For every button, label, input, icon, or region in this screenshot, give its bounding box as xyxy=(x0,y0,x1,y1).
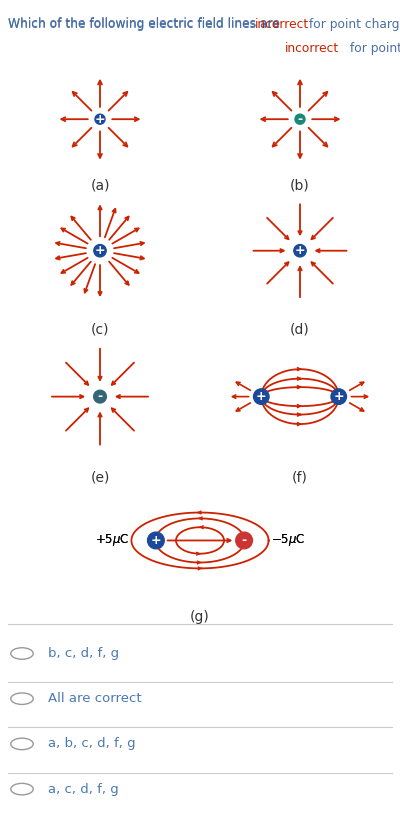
Text: a, b, c, d, f, g: a, b, c, d, f, g xyxy=(48,737,136,750)
Text: +: + xyxy=(256,390,266,403)
Text: (a): (a) xyxy=(90,178,110,192)
Circle shape xyxy=(295,114,305,124)
Text: (f): (f) xyxy=(292,470,308,484)
Circle shape xyxy=(148,532,164,549)
Text: All are correct: All are correct xyxy=(48,692,142,705)
Text: -: - xyxy=(298,113,302,126)
Text: for point charges?: for point charges? xyxy=(305,18,400,31)
Circle shape xyxy=(95,114,105,124)
Text: $-$5$\mu$C: $-$5$\mu$C xyxy=(271,533,306,548)
Text: +: + xyxy=(95,113,105,126)
Text: (c): (c) xyxy=(91,322,109,336)
Circle shape xyxy=(254,389,269,404)
Text: +5$\mu$C: +5$\mu$C xyxy=(94,533,129,548)
Text: a, c, d, f, g: a, c, d, f, g xyxy=(48,783,119,796)
Circle shape xyxy=(94,390,106,403)
Circle shape xyxy=(331,389,346,404)
Text: for point charges?: for point charges? xyxy=(346,42,400,55)
Text: Which of the following electric field lines are: Which of the following electric field li… xyxy=(8,17,284,30)
Text: (d): (d) xyxy=(290,322,310,336)
Text: incorrect: incorrect xyxy=(254,18,309,31)
Text: $-$5$\mu$C: $-$5$\mu$C xyxy=(271,533,306,548)
Circle shape xyxy=(236,532,252,549)
Text: -: - xyxy=(242,534,247,547)
Text: (g): (g) xyxy=(190,610,210,624)
Circle shape xyxy=(94,245,106,256)
Text: +5$\mu$C: +5$\mu$C xyxy=(94,533,129,548)
Text: incorrect: incorrect xyxy=(285,42,339,55)
Text: -: - xyxy=(98,390,102,403)
Text: (e): (e) xyxy=(90,470,110,484)
Text: Which of the following electric field lines are: Which of the following electric field li… xyxy=(8,18,284,31)
Text: +: + xyxy=(295,244,305,257)
Text: +: + xyxy=(150,534,161,547)
Circle shape xyxy=(294,245,306,256)
Text: +: + xyxy=(334,390,344,403)
Text: +: + xyxy=(95,244,105,257)
Text: b, c, d, f, g: b, c, d, f, g xyxy=(48,647,119,660)
Text: (b): (b) xyxy=(290,178,310,192)
